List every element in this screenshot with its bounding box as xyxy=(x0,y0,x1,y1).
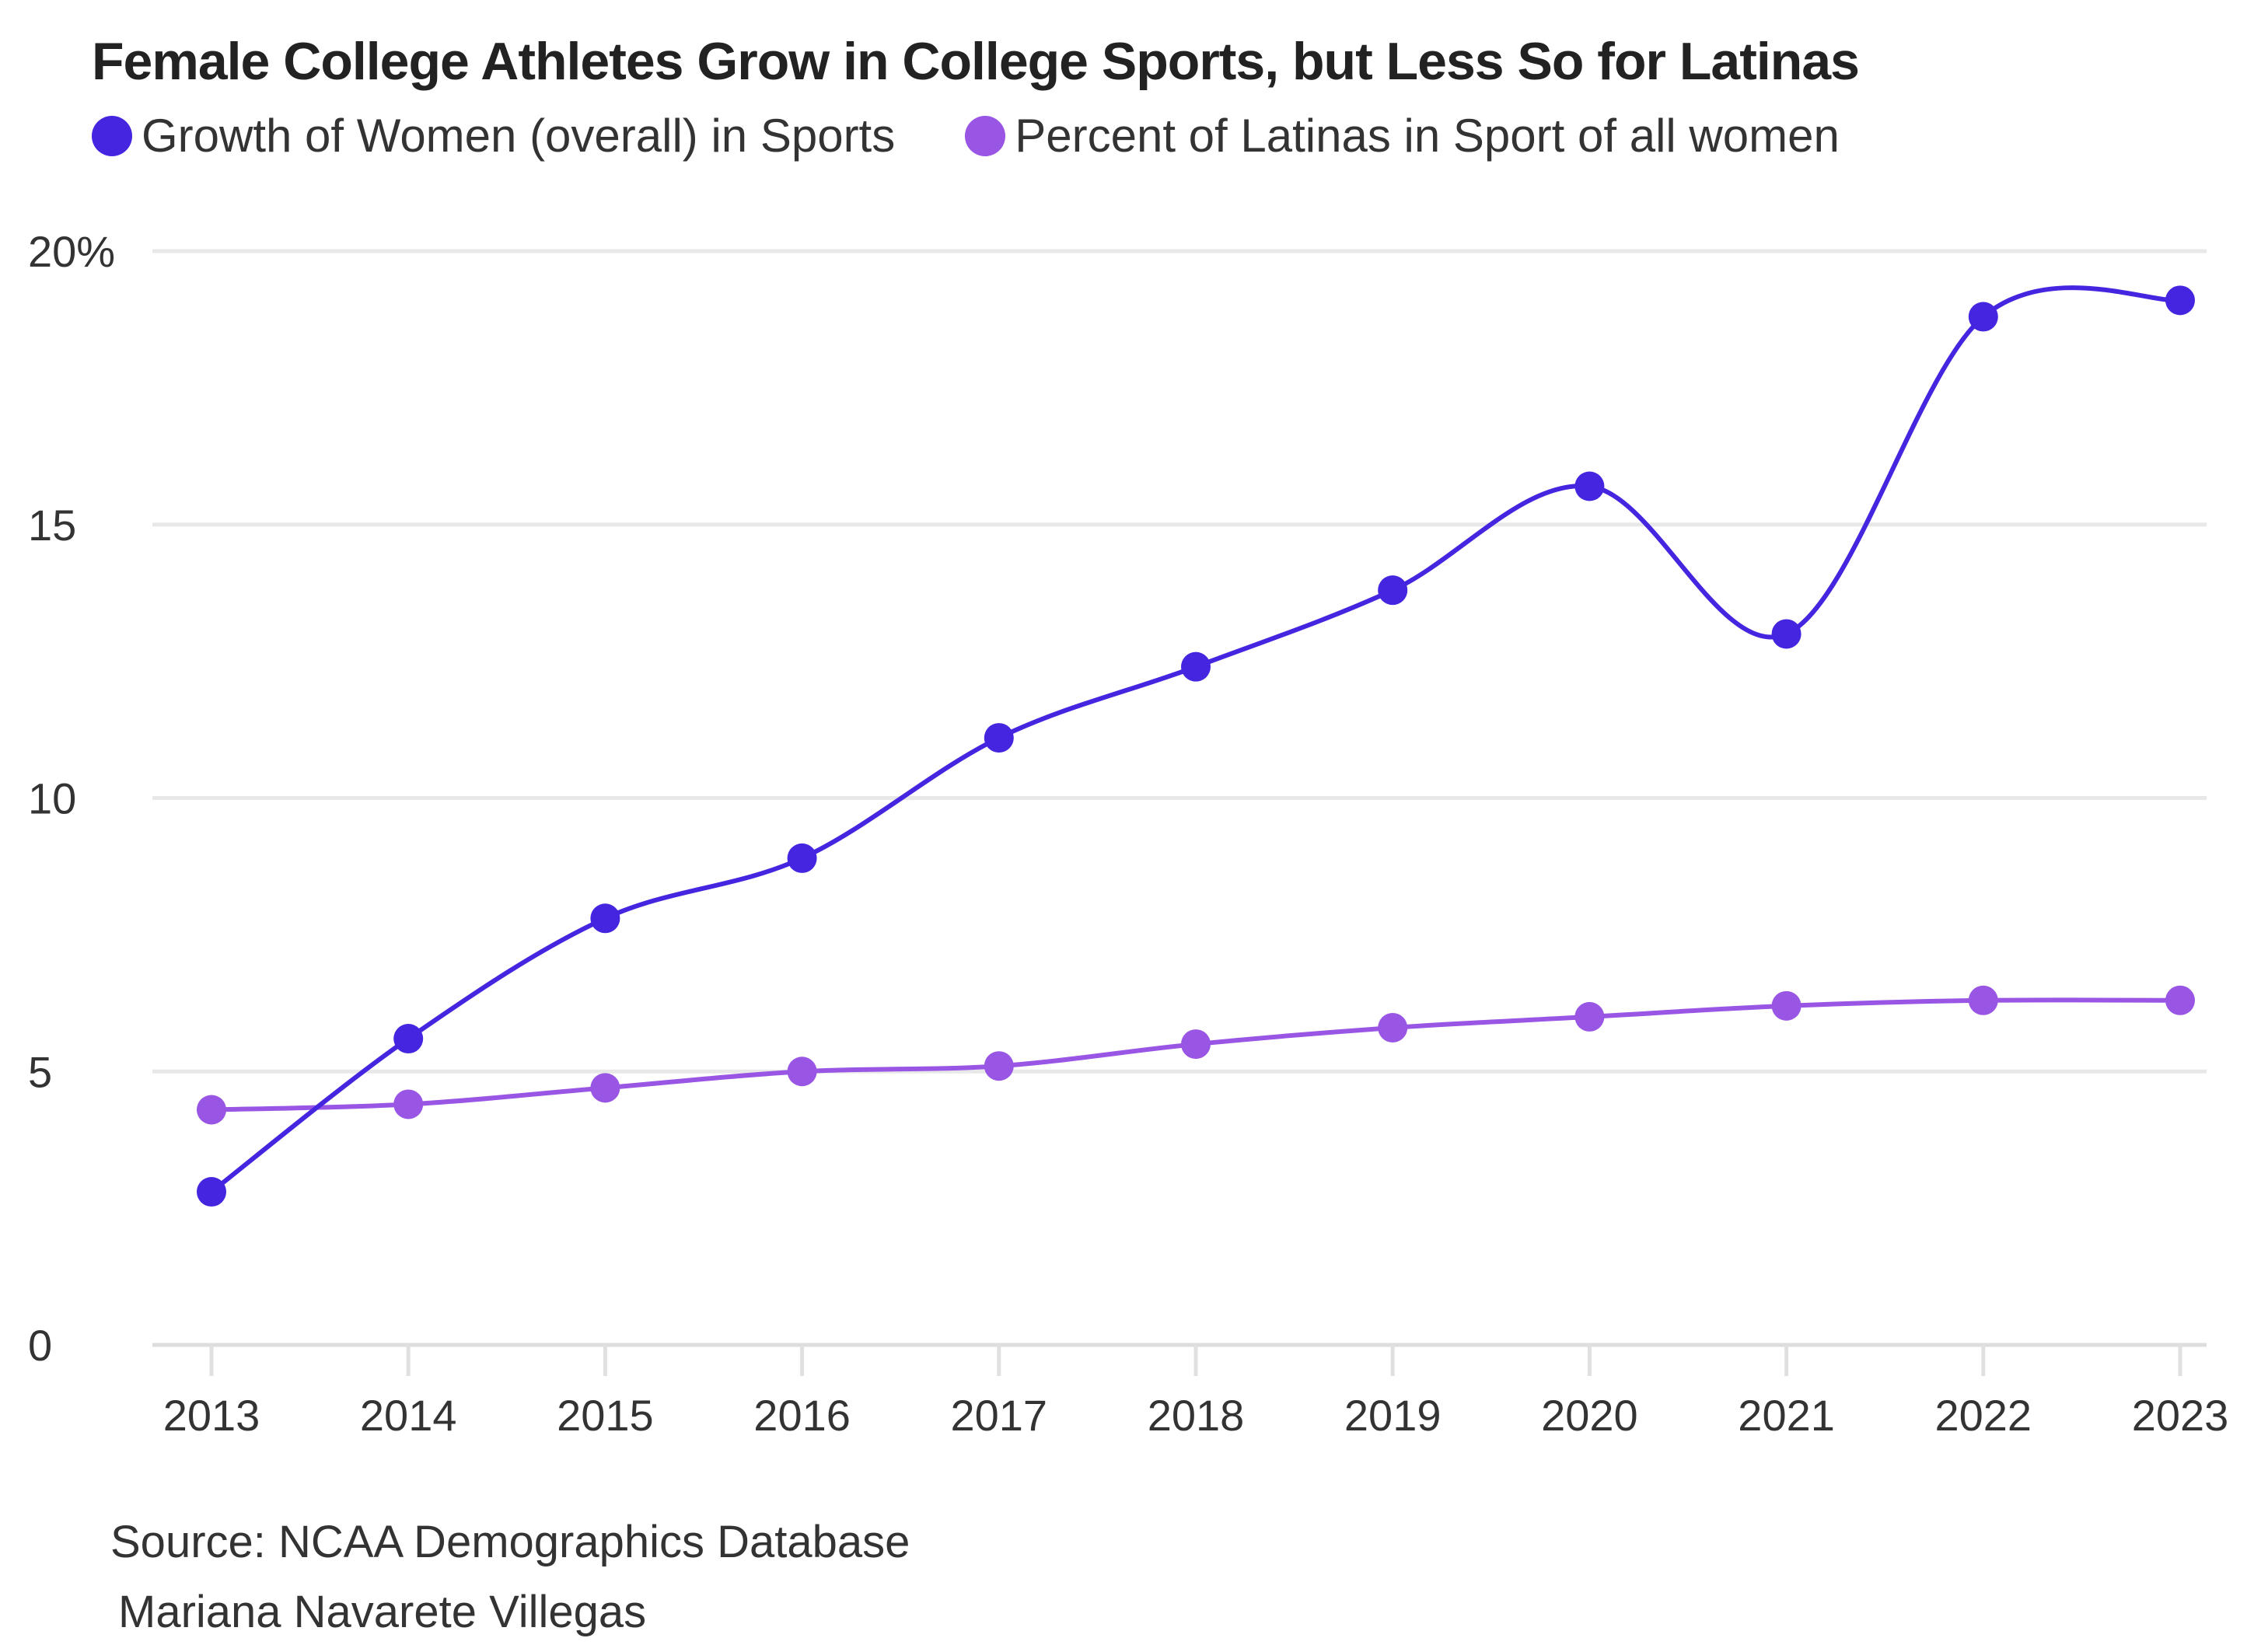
point-latinas-2015 xyxy=(590,1073,620,1103)
legend-swatch-latinas xyxy=(965,115,1006,156)
point-overall-2021 xyxy=(1771,619,1801,649)
x-tick-label: 2014 xyxy=(360,1391,457,1440)
legend: Growth of Women (overall) in Sports Perc… xyxy=(92,109,1910,162)
chart-title: Female College Athletes Grow in College … xyxy=(92,32,1860,91)
x-tick-label: 2021 xyxy=(1738,1391,1835,1440)
x-tick-label: 2019 xyxy=(1344,1391,1442,1440)
legend-item-latinas: Percent of Latinas in Sport of all women xyxy=(965,109,1840,162)
x-tick-label: 2013 xyxy=(163,1391,260,1440)
point-latinas-2023 xyxy=(2165,985,2195,1015)
point-latinas-2014 xyxy=(393,1089,424,1119)
point-latinas-2020 xyxy=(1574,1001,1605,1032)
legend-label-latinas: Percent of Latinas in Sport of all women xyxy=(1015,110,1840,162)
gridlines xyxy=(152,249,2207,1347)
y-tick-label: 10 xyxy=(28,774,76,823)
y-tick-label: 15 xyxy=(28,501,76,550)
point-overall-2015 xyxy=(590,903,620,934)
point-latinas-2022 xyxy=(1968,985,1998,1015)
point-overall-2019 xyxy=(1378,575,1408,606)
point-overall-2018 xyxy=(1181,651,1211,682)
point-latinas-2019 xyxy=(1378,1012,1408,1043)
point-overall-2020 xyxy=(1574,471,1605,501)
x-tick-label: 2016 xyxy=(753,1391,851,1440)
point-latinas-2018 xyxy=(1181,1029,1211,1060)
point-overall-2022 xyxy=(1968,302,1998,332)
point-overall-2013 xyxy=(197,1177,226,1207)
legend-item-overall: Growth of Women (overall) in Sports xyxy=(92,109,895,162)
point-latinas-2013 xyxy=(197,1095,226,1125)
source-note: Source: NCAA Demographics Database xyxy=(110,1517,910,1567)
series-points xyxy=(197,285,2195,1207)
x-tick-label: 2022 xyxy=(1935,1391,2032,1440)
x-tick-label: 2018 xyxy=(1148,1391,1245,1440)
point-overall-2016 xyxy=(787,843,817,873)
x-axis: 2013 2014 2015 2016 2017 2018 2019 2020 2021 2022… xyxy=(163,1345,2229,1440)
legend-label-overall: Growth of Women (overall) in Sports xyxy=(142,110,896,162)
point-latinas-2016 xyxy=(787,1057,817,1087)
x-tick-label: 2020 xyxy=(1541,1391,1638,1440)
series-line-overall xyxy=(209,285,2182,1195)
point-latinas-2017 xyxy=(984,1051,1014,1081)
y-tick-label: 0 xyxy=(28,1321,52,1370)
point-overall-2014 xyxy=(393,1024,424,1054)
x-tick-label: 2017 xyxy=(951,1391,1048,1440)
y-tick-label: 5 xyxy=(28,1047,52,1096)
x-tick-label: 2023 xyxy=(2132,1391,2229,1440)
y-axis-ticks: 20% 15 10 5 0 xyxy=(28,227,115,1370)
legend-swatch-overall xyxy=(92,115,132,156)
point-overall-2017 xyxy=(984,723,1014,753)
y-tick-label: 20% xyxy=(28,227,115,276)
point-overall-2023 xyxy=(2165,285,2195,316)
x-tick-label: 2015 xyxy=(557,1391,654,1440)
point-latinas-2021 xyxy=(1771,990,1801,1021)
author-note: Mariana Navarete Villegas xyxy=(118,1587,647,1637)
